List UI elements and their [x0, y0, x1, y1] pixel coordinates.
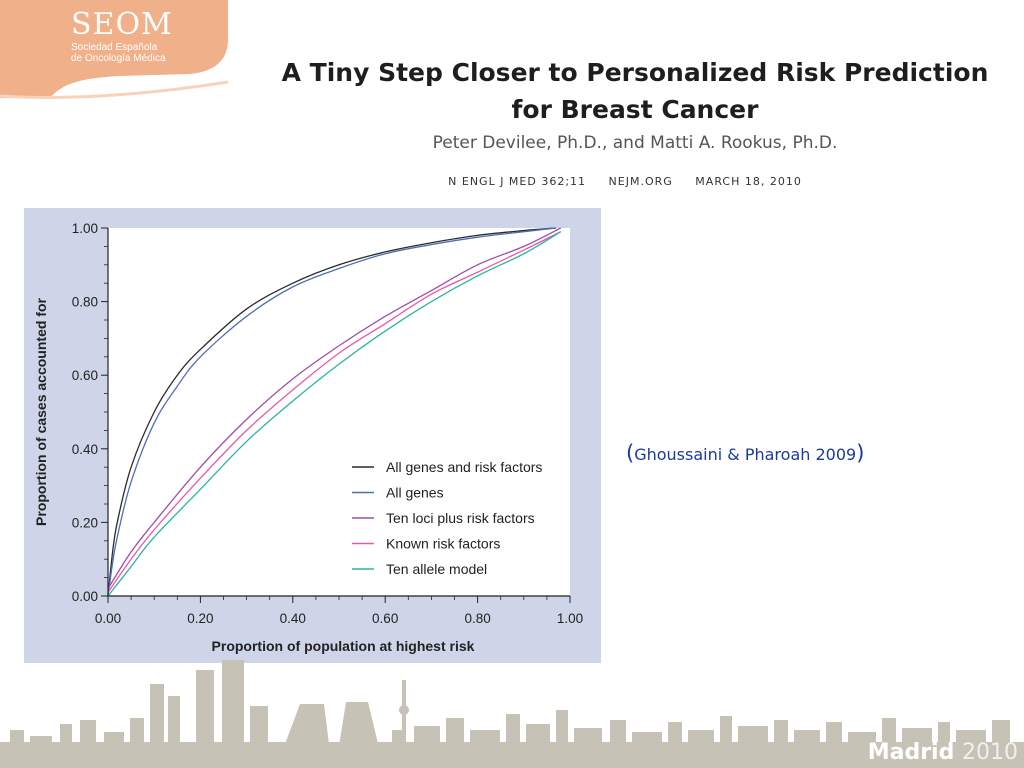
footer-year: 2010: [962, 740, 1018, 765]
y-axis-label: Proportion of cases accounted for: [33, 297, 49, 525]
article-title: A Tiny Step Closer to Personalized Risk …: [250, 54, 1020, 128]
y-tick-label-3: 0.60: [72, 368, 98, 383]
article-title-line1: A Tiny Step Closer to Personalized Risk …: [281, 58, 989, 87]
citation-journal: N ENGL J MED 362;11: [448, 175, 587, 188]
citation-site: NEJM.ORG: [608, 175, 673, 188]
series-line-4: [107, 231, 562, 597]
x-tick-label-4: 0.80: [464, 611, 490, 626]
seom-logo: [0, 0, 228, 99]
logo-tab-shape: [0, 0, 228, 98]
legend-label-3: Known risk factors: [386, 536, 500, 552]
reference-citation: (Ghoussaini & Pharoah 2009): [626, 441, 864, 465]
legend-label-4: Ten allele model: [386, 561, 487, 577]
footer-city: Madrid: [867, 740, 955, 765]
logo-swoosh: [0, 80, 228, 99]
x-tick-label-3: 0.60: [372, 611, 398, 626]
footer-brand: Madrid 2010: [868, 740, 1018, 765]
series-line-2: [107, 227, 562, 589]
series-line-3: [107, 231, 562, 593]
plot-area: [108, 228, 570, 596]
article-citation: N ENGL J MED 362;11 NEJM.ORG MARCH 18, 2…: [250, 175, 1000, 188]
y-tick-label-0: 0.00: [72, 589, 98, 604]
article-title-line2: for Breast Cancer: [511, 95, 759, 124]
x-tick-label-0: 0.00: [95, 611, 121, 626]
reference-open-paren: (: [626, 441, 635, 465]
y-tick-label-4: 0.80: [72, 295, 98, 310]
logo-subtitle-line2: de Oncología Médica: [71, 53, 166, 64]
series-line-1: [107, 227, 557, 597]
y-tick-label-2: 0.40: [72, 442, 98, 457]
reference-close-paren: ): [856, 441, 865, 465]
legend-label-1: All genes: [386, 485, 444, 501]
logo-text: SEOM Sociedad Española de Oncología Médi…: [71, 7, 173, 65]
risk-curve-chart: 0.00 0.20 0.40 0.60 0.80 1.00 0.00 0.20 0.40 0.60…: [33, 221, 583, 654]
reference-text: Ghoussaini & Pharoah 2009: [634, 445, 857, 464]
x-tick-label-1: 0.20: [187, 611, 213, 626]
legend-label-0: All genes and risk factors: [386, 459, 542, 475]
citation-date: MARCH 18, 2010: [695, 175, 802, 188]
logo-subtitle-line1: Sociedad Española: [71, 42, 158, 53]
article-authors: Peter Devilee, Ph.D., and Matti A. Rooku…: [432, 133, 838, 153]
y-tick-label-1: 0.20: [72, 515, 98, 530]
x-tick-label-5: 1.00: [557, 611, 583, 626]
x-axis-label: Proportion of population at highest risk: [212, 638, 475, 654]
y-tick-label-5: 1.00: [72, 221, 98, 236]
madrid-skyline-graphic: [0, 660, 1024, 768]
series-line-0: [107, 227, 557, 597]
legend-label-2: Ten loci plus risk factors: [386, 510, 535, 526]
logo-subtitle: Sociedad Española de Oncología Médica: [71, 42, 173, 64]
x-tick-label-2: 0.40: [280, 611, 306, 626]
chart-panel: 0.00 0.20 0.40 0.60 0.80 1.00 0.00 0.20 0.40 0.60…: [24, 208, 601, 663]
logo-acronym: SEOM: [71, 7, 173, 42]
